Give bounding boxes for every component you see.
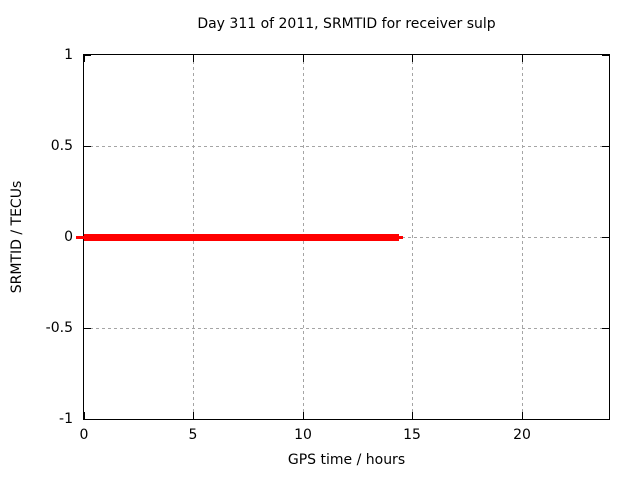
tick-top-20 — [522, 55, 523, 62]
tick-bottom-15 — [412, 412, 413, 419]
ytick-label-m1: -1 — [59, 411, 73, 427]
ytick-label-m0p5: -0.5 — [45, 320, 73, 336]
tick-right-1 — [602, 55, 609, 56]
tick-top-15 — [412, 55, 413, 62]
xtick-label-0: 0 — [79, 427, 89, 443]
xtick-label-10: 10 — [294, 427, 312, 443]
ytick-label-0p5: 0.5 — [50, 138, 73, 154]
series-line — [84, 234, 399, 241]
chart-title: Day 311 of 2011, SRMTID for receiver sul… — [197, 16, 496, 32]
xtick-label-20: 20 — [513, 427, 531, 443]
tick-bottom-20 — [522, 412, 523, 419]
tick-left--0.5 — [84, 328, 91, 329]
ytick-label-1: 1 — [64, 47, 73, 63]
tick-top-10 — [303, 55, 304, 62]
tick-bottom-5 — [193, 412, 194, 419]
tick-right--1 — [602, 419, 609, 420]
tick-left--1 — [84, 419, 91, 420]
x-axis-label: GPS time / hours — [287, 452, 406, 468]
tick-bottom-0 — [84, 412, 85, 419]
tick-left-0.5 — [84, 146, 91, 147]
ytick-label-0: 0 — [64, 229, 73, 245]
y-axis-label: SRMTID / TECUs — [9, 180, 25, 294]
plot-area — [83, 54, 610, 420]
tick-left-1 — [84, 55, 91, 56]
tick-right-0 — [602, 237, 609, 238]
xtick-label-15: 15 — [403, 427, 421, 443]
tick-top-5 — [193, 55, 194, 62]
series-edge-dash — [76, 236, 84, 239]
tick-right-0.5 — [602, 146, 609, 147]
series-line-tail — [399, 236, 403, 239]
tick-top-0 — [84, 55, 85, 62]
gridline-y-0.5 — [84, 146, 609, 147]
tick-right--0.5 — [602, 328, 609, 329]
xtick-label-5: 5 — [188, 427, 198, 443]
tick-bottom-10 — [303, 412, 304, 419]
gridline-y--0.5 — [84, 328, 609, 329]
